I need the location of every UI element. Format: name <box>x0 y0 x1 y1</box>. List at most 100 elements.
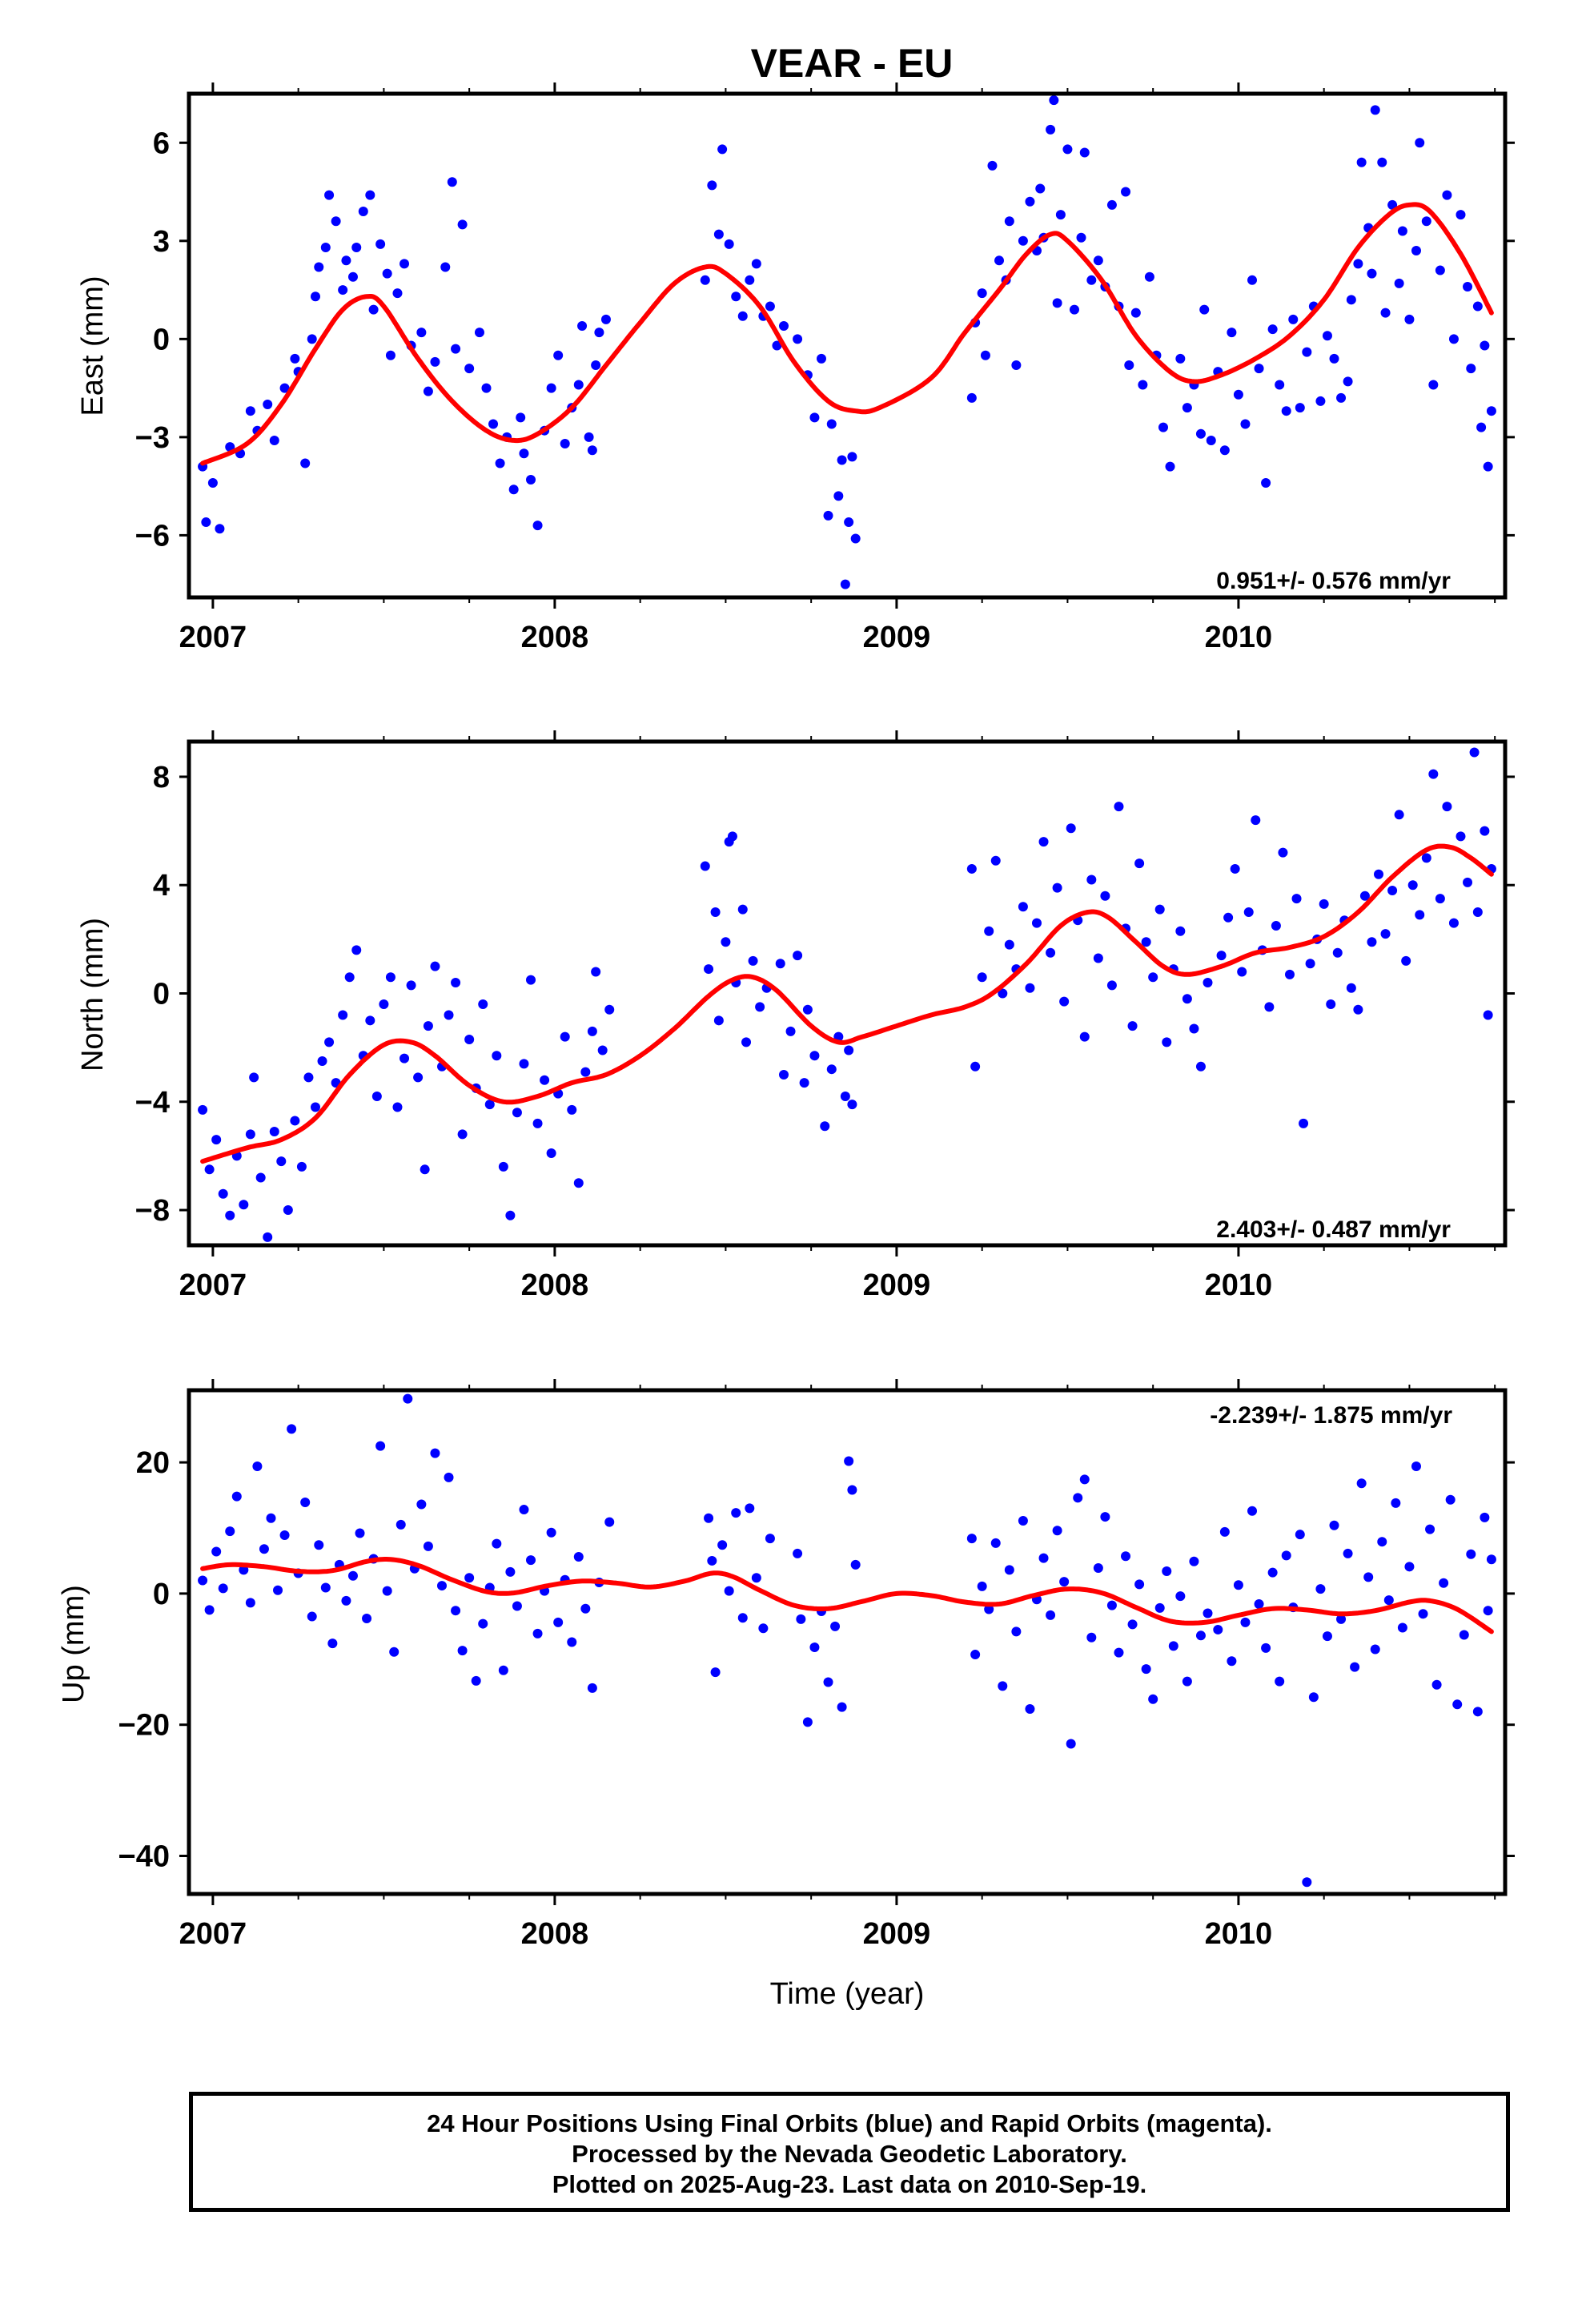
up-data-point <box>1059 1577 1070 1587</box>
up-data-point <box>231 1491 242 1502</box>
up-data-point <box>1086 1632 1097 1642</box>
east-data-point <box>375 239 386 249</box>
east-data-point <box>779 320 789 331</box>
east-data-point <box>1069 304 1079 315</box>
up-data-point <box>1363 1572 1374 1582</box>
up-data-point <box>1148 1694 1158 1704</box>
east-data-point <box>440 262 451 272</box>
up-data-point <box>793 1548 803 1558</box>
up-data-point <box>273 1585 283 1595</box>
up-data-point <box>1052 1526 1062 1536</box>
up-data-point <box>604 1517 615 1527</box>
up-data-point <box>1343 1548 1353 1558</box>
up-data-point <box>451 1606 461 1616</box>
up-data-point <box>1182 1676 1192 1687</box>
east-xtick-label: 2009 <box>863 621 931 654</box>
east-data-point <box>341 255 351 266</box>
north-data-point <box>317 1056 327 1067</box>
up-data-point <box>587 1683 597 1693</box>
east-data-point <box>1046 124 1056 135</box>
north-data-point <box>840 1092 850 1102</box>
east-data-point <box>966 392 977 403</box>
up-data-point <box>1100 1512 1110 1522</box>
up-data-point <box>1154 1602 1165 1613</box>
north-data-point <box>597 1045 608 1055</box>
up-data-point <box>1025 1704 1035 1715</box>
north-data-point <box>1148 972 1158 983</box>
up-data-point <box>751 1573 761 1583</box>
up-data-point <box>1418 1609 1428 1619</box>
east-data-point <box>553 350 564 360</box>
up-data-point <box>1472 1707 1483 1717</box>
north-data-point <box>1230 863 1240 874</box>
up-data-point <box>464 1573 475 1583</box>
north-data-point <box>1387 885 1398 895</box>
up-ylabel: Up (mm) <box>57 1585 90 1703</box>
up-ytick-label: 0 <box>153 1578 170 1611</box>
up-data-point <box>327 1638 338 1649</box>
up-data-point <box>1377 1537 1387 1547</box>
east-data-point <box>1367 268 1377 279</box>
up-data-point <box>457 1646 468 1656</box>
north-data-point <box>1134 858 1145 869</box>
up-data-point <box>1227 1656 1237 1667</box>
north-data-point <box>1435 894 1445 904</box>
east-data-point <box>1165 461 1175 472</box>
up-data-point <box>382 1586 392 1596</box>
east-data-point <box>1233 389 1243 400</box>
east-data-point <box>1442 190 1452 200</box>
up-data-point <box>1073 1493 1083 1503</box>
north-data-point <box>1216 951 1227 961</box>
east-data-point <box>1055 210 1066 220</box>
north-data-point <box>492 1051 502 1061</box>
up-data-point <box>1281 1550 1291 1561</box>
north-data-point <box>198 1104 208 1115</box>
north-data-point <box>1291 894 1302 904</box>
north-data-point <box>406 980 416 991</box>
up-data-point <box>745 1503 755 1514</box>
north-data-point <box>276 1156 287 1167</box>
east-data-point <box>980 350 990 360</box>
up-data-point <box>998 1681 1008 1691</box>
up-data-point <box>1233 1580 1243 1590</box>
east-xtick-label: 2007 <box>179 621 247 654</box>
east-data-point <box>1138 380 1148 390</box>
up-data-point <box>1480 1512 1490 1522</box>
east-data-point <box>1025 196 1035 207</box>
east-data-point <box>731 292 741 302</box>
up-data-point <box>1203 1608 1213 1618</box>
east-data-point <box>532 521 543 531</box>
east-data-point <box>1486 406 1496 416</box>
east-data-point <box>488 419 499 429</box>
east-data-point <box>1346 295 1356 305</box>
up-data-point <box>1308 1692 1319 1703</box>
up-data-point <box>1350 1662 1360 1672</box>
north-xtick-label: 2008 <box>521 1269 589 1302</box>
east-rate-label: 0.951+/- 0.576 mm/yr <box>1216 568 1451 594</box>
north-data-point <box>1079 1031 1090 1042</box>
up-data-point <box>966 1534 977 1544</box>
north-data-point <box>546 1148 556 1159</box>
east-data-point <box>1483 461 1493 472</box>
east-data-point <box>793 334 803 344</box>
up-data-point <box>526 1555 536 1566</box>
north-data-point <box>1456 831 1466 842</box>
north-data-point <box>966 863 977 874</box>
up-data-point <box>717 1540 728 1550</box>
east-data-point <box>1004 216 1014 227</box>
east-data-point <box>1315 396 1326 406</box>
east-data-point <box>977 288 987 299</box>
up-data-point <box>1336 1614 1347 1624</box>
north-data-point <box>1182 994 1192 1004</box>
north-data-point <box>344 972 355 983</box>
up-data-point <box>225 1526 235 1537</box>
east-data-point <box>331 216 341 227</box>
north-data-point <box>1359 891 1370 901</box>
up-data-point <box>1175 1591 1186 1602</box>
east-data-point <box>1275 380 1285 390</box>
north-data-point <box>984 926 994 936</box>
east-data-point <box>1353 259 1363 269</box>
east-data-point <box>368 304 379 315</box>
up-data-point <box>1066 1739 1076 1749</box>
up-data-point <box>1370 1644 1380 1655</box>
